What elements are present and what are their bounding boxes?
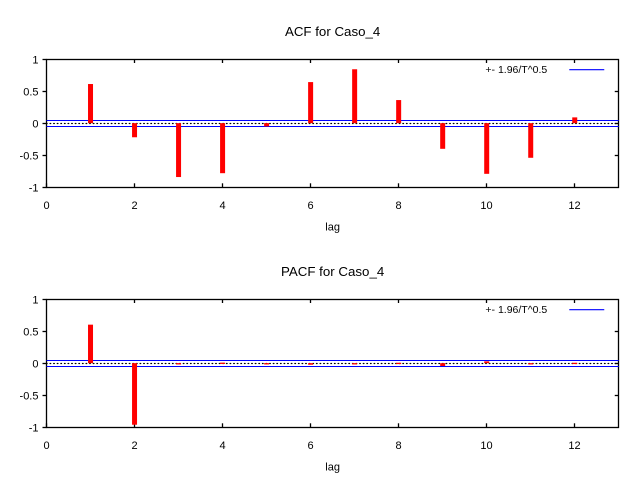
svg-text:1: 1 [32,54,38,66]
svg-text:ACF for Caso_4: ACF for Caso_4 [285,24,380,39]
svg-text:0: 0 [43,200,49,212]
svg-text:-1: -1 [29,422,39,434]
svg-text:lag: lag [325,461,340,473]
svg-text:0.5: 0.5 [23,86,38,98]
svg-text:0.5: 0.5 [23,326,38,338]
svg-text:4: 4 [219,200,225,212]
svg-text:12: 12 [568,440,580,452]
svg-text:0: 0 [32,358,38,370]
svg-text:PACF for Caso_4: PACF for Caso_4 [281,264,384,279]
svg-text:+- 1.96/T^0.5: +- 1.96/T^0.5 [485,304,547,316]
svg-text:12: 12 [568,200,580,212]
svg-text:8: 8 [395,200,401,212]
svg-text:+- 1.96/T^0.5: +- 1.96/T^0.5 [485,64,547,76]
svg-text:1: 1 [32,294,38,306]
svg-text:10: 10 [480,440,492,452]
svg-text:0: 0 [43,440,49,452]
svg-text:2: 2 [131,440,137,452]
svg-text:2: 2 [131,200,137,212]
svg-text:8: 8 [395,440,401,452]
svg-text:0: 0 [32,118,38,130]
svg-text:10: 10 [480,200,492,212]
svg-text:lag: lag [325,221,340,233]
svg-text:6: 6 [307,200,313,212]
svg-text:4: 4 [219,440,225,452]
svg-text:-1: -1 [29,182,39,194]
svg-text:6: 6 [307,440,313,452]
svg-text:-0.5: -0.5 [20,390,39,402]
svg-text:-0.5: -0.5 [20,150,39,162]
